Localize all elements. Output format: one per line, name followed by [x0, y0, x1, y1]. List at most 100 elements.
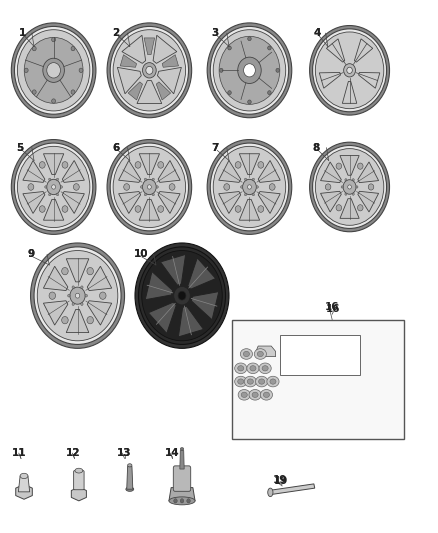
Polygon shape [319, 72, 340, 88]
Ellipse shape [81, 286, 83, 288]
Polygon shape [239, 154, 260, 174]
Polygon shape [340, 156, 359, 175]
Ellipse shape [72, 303, 74, 305]
Polygon shape [321, 191, 341, 212]
FancyBboxPatch shape [173, 466, 191, 491]
Ellipse shape [255, 376, 268, 387]
Ellipse shape [113, 147, 186, 228]
Ellipse shape [243, 179, 256, 195]
Polygon shape [66, 259, 89, 282]
Text: 12: 12 [66, 448, 80, 458]
Circle shape [174, 499, 177, 503]
Polygon shape [43, 154, 64, 174]
Text: 10: 10 [134, 249, 148, 260]
Polygon shape [158, 191, 180, 213]
Polygon shape [169, 488, 195, 501]
Ellipse shape [313, 146, 387, 229]
Text: 4: 4 [314, 28, 321, 38]
Ellipse shape [276, 68, 279, 72]
Ellipse shape [254, 349, 266, 359]
Ellipse shape [207, 140, 292, 235]
Polygon shape [87, 266, 112, 290]
Ellipse shape [152, 193, 154, 196]
Ellipse shape [357, 205, 363, 211]
Polygon shape [158, 160, 180, 182]
Polygon shape [358, 162, 378, 183]
Ellipse shape [32, 90, 36, 94]
Ellipse shape [14, 27, 93, 114]
Ellipse shape [52, 185, 56, 189]
Ellipse shape [368, 184, 374, 190]
Ellipse shape [52, 99, 56, 103]
Polygon shape [139, 199, 159, 220]
Ellipse shape [247, 185, 251, 189]
Polygon shape [62, 191, 85, 213]
Text: 13: 13 [117, 448, 131, 458]
Ellipse shape [238, 57, 261, 84]
Ellipse shape [148, 185, 151, 189]
Ellipse shape [248, 100, 251, 104]
Ellipse shape [72, 286, 74, 288]
Text: 2: 2 [113, 28, 120, 38]
Polygon shape [43, 301, 68, 325]
Ellipse shape [235, 206, 241, 212]
Ellipse shape [263, 392, 269, 398]
Ellipse shape [124, 184, 130, 190]
Polygon shape [127, 466, 133, 489]
Polygon shape [137, 80, 162, 103]
Ellipse shape [336, 163, 342, 169]
Ellipse shape [87, 268, 93, 275]
Ellipse shape [345, 179, 347, 181]
Ellipse shape [178, 291, 186, 300]
Ellipse shape [219, 36, 280, 104]
Ellipse shape [110, 27, 188, 114]
Ellipse shape [127, 464, 132, 467]
Ellipse shape [49, 178, 51, 181]
Ellipse shape [49, 292, 56, 300]
Ellipse shape [210, 143, 289, 231]
Text: 6: 6 [113, 143, 120, 153]
Text: 2: 2 [113, 28, 120, 38]
Text: 6: 6 [113, 143, 120, 153]
Ellipse shape [39, 206, 45, 212]
Text: 11: 11 [12, 448, 27, 458]
Polygon shape [66, 310, 89, 333]
Ellipse shape [47, 179, 60, 195]
Ellipse shape [60, 186, 63, 188]
Polygon shape [144, 38, 155, 54]
Ellipse shape [356, 186, 358, 188]
Ellipse shape [145, 178, 147, 181]
Ellipse shape [336, 205, 342, 211]
Ellipse shape [67, 294, 70, 297]
Ellipse shape [11, 23, 96, 118]
Ellipse shape [43, 58, 64, 83]
Ellipse shape [24, 68, 28, 72]
Polygon shape [256, 346, 276, 357]
Ellipse shape [249, 390, 261, 400]
Polygon shape [43, 199, 64, 220]
Ellipse shape [348, 185, 351, 189]
Text: 14: 14 [165, 448, 179, 458]
Ellipse shape [258, 161, 264, 168]
Text: 9: 9 [28, 249, 35, 260]
Polygon shape [188, 258, 215, 289]
Polygon shape [117, 67, 141, 94]
Ellipse shape [57, 193, 59, 196]
Polygon shape [359, 72, 380, 88]
Ellipse shape [240, 349, 253, 359]
Polygon shape [43, 266, 68, 290]
Polygon shape [270, 484, 315, 495]
Ellipse shape [99, 292, 106, 300]
FancyBboxPatch shape [280, 335, 360, 375]
Ellipse shape [315, 149, 384, 225]
Text: 10: 10 [134, 249, 148, 260]
Polygon shape [153, 35, 177, 63]
Ellipse shape [11, 140, 96, 235]
Ellipse shape [81, 303, 83, 305]
Text: 8: 8 [313, 143, 320, 153]
Ellipse shape [213, 147, 286, 228]
Ellipse shape [110, 143, 188, 231]
Text: 1: 1 [19, 28, 26, 38]
Ellipse shape [169, 184, 175, 190]
Ellipse shape [257, 351, 263, 357]
